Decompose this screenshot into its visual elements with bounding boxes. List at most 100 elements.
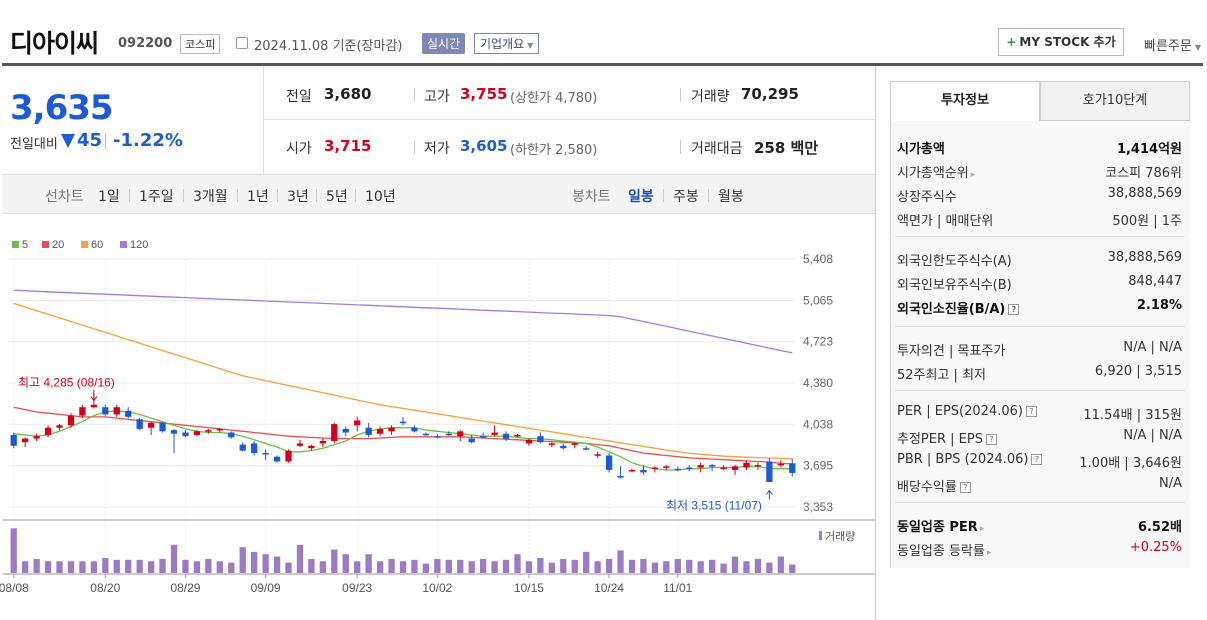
- amount-label: 거래대금: [691, 141, 743, 157]
- candle-body[interactable]: [422, 433, 430, 436]
- candle-body[interactable]: [251, 443, 258, 454]
- candle-body[interactable]: [33, 436, 40, 439]
- candle-body[interactable]: [136, 419, 143, 429]
- candle-body[interactable]: [640, 469, 647, 473]
- candle-body[interactable]: [159, 422, 166, 432]
- legend-label-ma120: 120: [130, 239, 148, 251]
- candle-body[interactable]: [319, 440, 327, 444]
- candle-body[interactable]: [766, 461, 773, 483]
- info-label-text: 외국인보유주식수(B): [897, 278, 1012, 293]
- candle-body[interactable]: [651, 467, 659, 470]
- candle-body[interactable]: [228, 432, 235, 438]
- realtime-button[interactable]: 실시간: [422, 33, 466, 54]
- candle-body[interactable]: [354, 420, 361, 426]
- candle-body[interactable]: [731, 466, 739, 470]
- candle-body[interactable]: [239, 444, 246, 451]
- period-1w[interactable]: 1주일: [139, 189, 174, 205]
- candle-body[interactable]: [67, 415, 75, 426]
- candle-body[interactable]: [44, 427, 52, 435]
- candle-body[interactable]: [777, 463, 784, 466]
- candle-body[interactable]: [285, 450, 292, 462]
- period-3m[interactable]: 3개월: [193, 189, 228, 205]
- candle-body[interactable]: [754, 465, 762, 467]
- candle-body[interactable]: [628, 469, 636, 472]
- candle-body[interactable]: [342, 428, 349, 433]
- period-1d[interactable]: 1일: [98, 189, 120, 205]
- candle-body[interactable]: [594, 454, 601, 456]
- candle-daily[interactable]: 일봉: [628, 189, 654, 205]
- candle-body[interactable]: [789, 463, 796, 473]
- candle-monthly[interactable]: 월봉: [718, 189, 744, 205]
- period-1y[interactable]: 1년: [247, 189, 269, 205]
- candle-body[interactable]: [697, 465, 704, 468]
- help-icon[interactable]: ?: [1031, 454, 1043, 465]
- candle-body[interactable]: [605, 455, 613, 470]
- help-icon[interactable]: ?: [985, 434, 997, 445]
- candle-body[interactable]: [365, 427, 372, 435]
- candle-body[interactable]: [720, 467, 727, 470]
- quick-order-button[interactable]: 빠른주문 ▼: [1144, 35, 1201, 54]
- candle-body[interactable]: [147, 422, 155, 428]
- stock-chart[interactable]: 5,408 5,065 4,723 4,380 4,038 3,695 3,353 5 20 60…: [0, 214, 875, 620]
- candle-body[interactable]: [617, 475, 624, 478]
- candle-weekly[interactable]: 주봉: [673, 189, 699, 205]
- candle-body[interactable]: [583, 448, 590, 450]
- candle-body[interactable]: [113, 407, 120, 415]
- candle-body[interactable]: [571, 443, 578, 445]
- candle-body[interactable]: [708, 465, 716, 467]
- candle-body[interactable]: [376, 428, 384, 434]
- candle-body[interactable]: [193, 431, 201, 435]
- candle-body[interactable]: [102, 407, 109, 415]
- candle-body[interactable]: [216, 428, 223, 431]
- candle-body[interactable]: [399, 421, 407, 424]
- candle-body[interactable]: [125, 410, 132, 417]
- candle-body[interactable]: [743, 462, 750, 468]
- candle-body[interactable]: [331, 424, 338, 441]
- candle-body[interactable]: [537, 436, 544, 443]
- candle-body[interactable]: [457, 431, 464, 437]
- info-label[interactable]: 동일업종 PER ▸: [897, 516, 984, 535]
- candle-body[interactable]: [674, 468, 681, 471]
- candle-body[interactable]: [686, 467, 693, 470]
- period-5y[interactable]: 5년: [326, 189, 348, 205]
- volume-bar: [674, 558, 681, 573]
- candle-body[interactable]: [296, 443, 304, 446]
- tab-invest-info[interactable]: 투자정보: [890, 81, 1040, 121]
- candle-body[interactable]: [468, 438, 475, 443]
- info-label[interactable]: 동일업종 등락률 ▸: [897, 540, 991, 559]
- period-3y[interactable]: 3년: [287, 189, 309, 205]
- candle-body[interactable]: [56, 425, 63, 428]
- candle-body[interactable]: [560, 445, 567, 449]
- volume-bar: [170, 544, 178, 573]
- candle-body[interactable]: [79, 407, 86, 416]
- help-icon[interactable]: ?: [1025, 406, 1037, 417]
- candle-body[interactable]: [502, 433, 510, 439]
- candle-body[interactable]: [262, 453, 269, 455]
- help-icon[interactable]: ?: [959, 482, 971, 493]
- candle-body[interactable]: [205, 430, 212, 432]
- candle-body[interactable]: [479, 436, 487, 438]
- company-overview-dropdown[interactable]: 기업개요 ▼: [474, 33, 540, 54]
- candle-body[interactable]: [22, 438, 29, 443]
- candle-body[interactable]: [308, 445, 315, 449]
- volume-bar: [663, 561, 670, 573]
- candle-body[interactable]: [663, 466, 670, 468]
- candle-body[interactable]: [273, 456, 281, 462]
- candle-body[interactable]: [445, 433, 452, 436]
- candle-body[interactable]: [491, 432, 498, 435]
- candle-body[interactable]: [388, 427, 395, 432]
- candle-body[interactable]: [411, 427, 418, 432]
- help-icon[interactable]: ?: [1008, 304, 1020, 315]
- period-10y[interactable]: 10년: [365, 189, 396, 205]
- add-mystock-button[interactable]: + MY STOCK 추가: [998, 28, 1124, 56]
- candle-body[interactable]: [525, 439, 533, 444]
- candle-body[interactable]: [182, 432, 189, 437]
- info-label[interactable]: 시가총액순위 ▸: [897, 162, 975, 181]
- candle-body[interactable]: [548, 443, 555, 445]
- candle-body[interactable]: [170, 430, 178, 434]
- candle-body[interactable]: [90, 404, 98, 408]
- candle-body[interactable]: [434, 436, 441, 438]
- candle-body[interactable]: [10, 434, 17, 446]
- tab-order-book[interactable]: 호가10단계: [1040, 81, 1190, 121]
- candle-body[interactable]: [514, 434, 521, 437]
